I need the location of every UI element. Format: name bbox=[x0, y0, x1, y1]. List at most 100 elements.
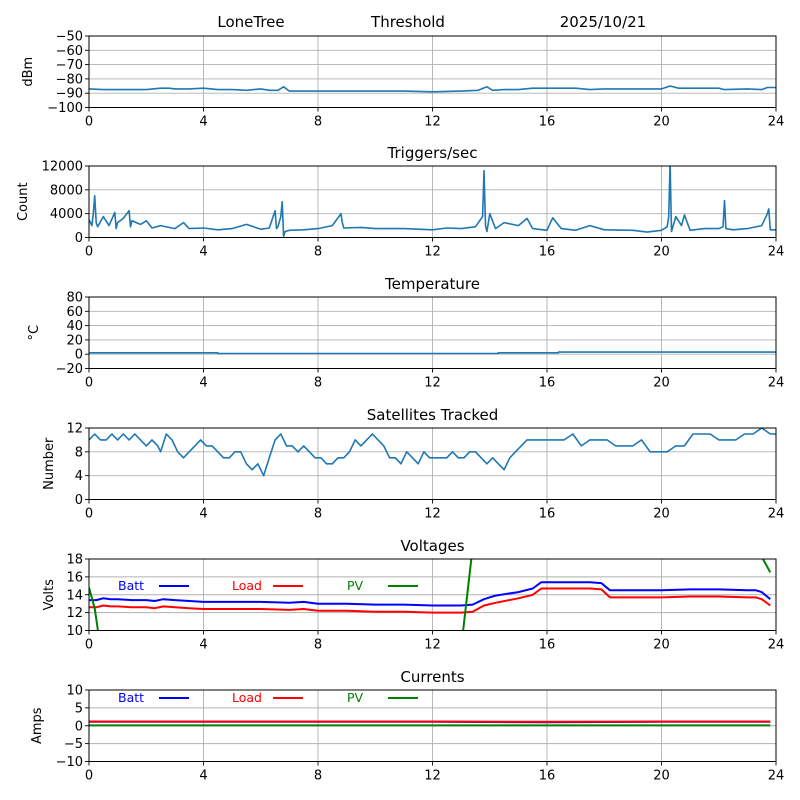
x-tick-label: 8 bbox=[314, 376, 322, 391]
x-tick-label: 4 bbox=[199, 769, 207, 784]
x-tick-label: 12 bbox=[424, 507, 441, 522]
header-date: 2025/10/21 bbox=[560, 13, 646, 31]
x-tick-label: 12 bbox=[424, 115, 441, 130]
x-tick-label: 8 bbox=[314, 507, 322, 522]
x-tick-label: 24 bbox=[768, 769, 785, 784]
series-line-load bbox=[89, 587, 771, 614]
panel-currents: Batt Load PV 0 4 8 12 16 20 24 −10 −5 0 5 10 Currents Am… bbox=[30, 668, 784, 784]
x-tick-label: 4 bbox=[199, 115, 207, 130]
y-tick-label: 14 bbox=[66, 588, 83, 603]
panel-satellites: 0 4 8 12 16 20 24 0 4 8 12 Satellites Tracked Number bbox=[42, 406, 784, 522]
y-tick-label: −5 bbox=[64, 737, 83, 752]
y-axis-label: Volts bbox=[42, 579, 57, 611]
y-tick-label: −10 bbox=[56, 755, 83, 770]
y-tick-label: 10 bbox=[66, 684, 83, 699]
y-axis-label: °C bbox=[27, 325, 42, 341]
y-tick-label: −80 bbox=[56, 72, 83, 87]
y-tick-label: 40 bbox=[66, 319, 83, 334]
y-tick-label: 5 bbox=[75, 701, 83, 716]
x-tick-label: 16 bbox=[539, 245, 556, 260]
x-tick-label: 0 bbox=[85, 769, 93, 784]
y-tick-label: 12 bbox=[66, 606, 83, 621]
panel-signal: 0 4 8 12 16 20 24 −100−90−80−70−60−50 dBm bbox=[21, 30, 784, 130]
legend-label-load: Load bbox=[232, 690, 262, 705]
header-mode: Threshold bbox=[370, 13, 445, 31]
panel-triggers: 0 4 8 12 16 20 24 0 4000 8000 12000 Triggers/sec Cou… bbox=[16, 144, 784, 260]
x-tick-label: 24 bbox=[768, 638, 785, 653]
x-tick-label: 20 bbox=[653, 376, 670, 391]
series-line-pv bbox=[761, 559, 772, 573]
x-tick-label: 8 bbox=[314, 769, 322, 784]
x-tick-label: 0 bbox=[85, 376, 93, 391]
x-tick-label: 12 bbox=[424, 769, 441, 784]
x-tick-label: 12 bbox=[424, 638, 441, 653]
y-tick-label: −90 bbox=[56, 87, 83, 102]
panel-title: Currents bbox=[400, 668, 464, 686]
x-tick-label: 4 bbox=[199, 245, 207, 260]
y-tick-label: 80 bbox=[66, 291, 83, 306]
y-tick-label: 18 bbox=[66, 553, 83, 568]
x-tick-label: 0 bbox=[85, 115, 93, 130]
legend-label-batt: Batt bbox=[118, 578, 144, 593]
legend-label-batt: Batt bbox=[118, 690, 144, 705]
y-tick-label: −100 bbox=[47, 101, 83, 116]
legend-label-pv: PV bbox=[347, 690, 364, 705]
y-tick-label: 0 bbox=[75, 348, 83, 363]
x-tick-label: 24 bbox=[768, 507, 785, 522]
y-tick-label: −60 bbox=[56, 44, 83, 59]
x-tick-label: 16 bbox=[539, 376, 556, 391]
x-tick-label: 16 bbox=[539, 507, 556, 522]
y-tick-label: 10 bbox=[66, 624, 83, 639]
y-tick-label: 0 bbox=[75, 231, 83, 246]
x-tick-label: 12 bbox=[424, 376, 441, 391]
header-station: LoneTree bbox=[217, 13, 284, 31]
y-axis-label: dBm bbox=[21, 57, 36, 87]
y-tick-label: 4000 bbox=[50, 207, 83, 222]
y-axis-label: Number bbox=[42, 437, 57, 490]
y-tick-label: 12000 bbox=[42, 160, 83, 175]
x-tick-label: 8 bbox=[314, 638, 322, 653]
x-tick-label: 24 bbox=[768, 245, 785, 260]
panel-title: Satellites Tracked bbox=[367, 406, 498, 424]
legend-label-load: Load bbox=[232, 578, 262, 593]
series-line-dbm bbox=[89, 85, 776, 93]
x-tick-label: 8 bbox=[314, 115, 322, 130]
x-tick-label: 20 bbox=[653, 638, 670, 653]
x-tick-label: 4 bbox=[199, 507, 207, 522]
y-tick-label: −70 bbox=[56, 58, 83, 73]
x-tick-label: 20 bbox=[653, 769, 670, 784]
y-tick-label: −20 bbox=[56, 362, 83, 377]
x-tick-label: 24 bbox=[768, 115, 785, 130]
y-tick-label: 4 bbox=[75, 469, 83, 484]
series-line-temperature bbox=[89, 351, 776, 355]
x-tick-label: 20 bbox=[653, 115, 670, 130]
panel-voltages: Batt Load PV 0 4 8 12 16 20 24 10 12 14 16 18 Voltages V… bbox=[42, 537, 785, 653]
y-tick-label: 12 bbox=[66, 422, 83, 437]
y-axis-label: Amps bbox=[30, 707, 45, 744]
x-tick-label: 0 bbox=[85, 245, 93, 260]
x-tick-label: 24 bbox=[768, 376, 785, 391]
panel-title: Triggers/sec bbox=[387, 144, 478, 162]
y-tick-label: 20 bbox=[66, 333, 83, 348]
series-line-pv bbox=[462, 559, 473, 631]
y-tick-label: 0 bbox=[75, 719, 83, 734]
y-axis-label: Count bbox=[16, 182, 31, 221]
legend-label-pv: PV bbox=[347, 578, 364, 593]
series-line-pv bbox=[89, 587, 99, 631]
x-tick-label: 4 bbox=[199, 376, 207, 391]
y-tick-label: 8 bbox=[75, 445, 83, 460]
x-tick-label: 20 bbox=[653, 245, 670, 260]
x-tick-label: 4 bbox=[199, 638, 207, 653]
x-tick-label: 0 bbox=[85, 638, 93, 653]
y-tick-label: −50 bbox=[56, 30, 83, 45]
x-tick-label: 16 bbox=[539, 769, 556, 784]
panel-title: Voltages bbox=[400, 537, 464, 555]
y-tick-label: 16 bbox=[66, 570, 83, 585]
panel-title: Temperature bbox=[384, 275, 480, 293]
series-line-satellites bbox=[89, 428, 776, 477]
y-tick-label: 60 bbox=[66, 305, 83, 320]
y-tick-label: 8000 bbox=[50, 183, 83, 198]
series-line-count bbox=[89, 166, 776, 238]
